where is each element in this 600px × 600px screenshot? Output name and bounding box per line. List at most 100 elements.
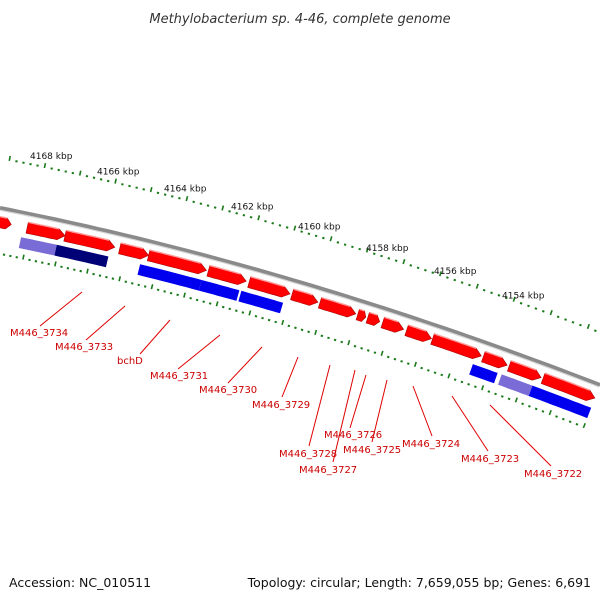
outer-tick: [43, 162, 47, 169]
inner-tick: [353, 344, 357, 348]
gene-label-leader: [85, 305, 126, 341]
inner-tick: [473, 385, 477, 389]
outer-tick: [482, 288, 486, 292]
inner-tick: [548, 409, 552, 416]
inner-tick: [534, 407, 538, 411]
gene-label[interactable]: M446_3733: [55, 342, 113, 353]
outer-tick: [460, 281, 464, 284]
inner-tick: [514, 397, 518, 403]
inner-tick: [320, 334, 324, 338]
gene-label[interactable]: M446_3731: [150, 371, 208, 382]
outer-tick: [556, 315, 560, 319]
accession-text: Accession: NC_010511: [9, 575, 151, 590]
gene-label[interactable]: M446_3729: [252, 400, 310, 411]
outer-tick: [387, 257, 391, 260]
gene-label-leader: [412, 385, 433, 437]
inner-tick: [373, 351, 377, 354]
gene-label-leader: [281, 356, 299, 398]
forward-gene-arrow-shade: [359, 308, 365, 312]
inner-tick: [267, 318, 271, 322]
inner-tick: [555, 415, 558, 418]
inner-tick: [541, 410, 545, 413]
inner-tick: [202, 300, 205, 303]
inner-tick: [494, 392, 497, 396]
outer-tick: [402, 258, 406, 265]
inner-tick: [169, 291, 173, 295]
forward-gene-arrow-shade: [384, 316, 399, 323]
outer-tick: [78, 170, 82, 176]
gene-label[interactable]: M446_3723: [461, 454, 519, 465]
forward-gene-arrow-shade: [28, 221, 60, 230]
forward-gene-arrow: [206, 265, 247, 285]
dark-gene-block: [54, 244, 109, 268]
gene-label-leader: [227, 346, 263, 384]
outer-tick: [409, 264, 413, 267]
outer-tick: [365, 247, 369, 253]
inner-tick: [221, 305, 225, 309]
outer-tick: [564, 318, 567, 321]
inner-tick: [360, 347, 363, 350]
forward-gene-arrow: [404, 324, 432, 342]
ruler-ticks: [2, 155, 597, 429]
gene-label-leader: [349, 374, 367, 429]
outer-tick: [351, 245, 354, 249]
inner-tick: [241, 311, 245, 314]
inner-tick: [189, 296, 192, 300]
inner-tick: [487, 390, 491, 393]
outer-tick: [358, 247, 362, 251]
outer-tick: [242, 214, 246, 217]
inner-tick: [366, 349, 370, 352]
ruler-labels: 4168 kbp 4166 kbp 4164 kbp 4162 kbp 4160 kbp…: [30, 152, 545, 301]
outer-tick: [322, 236, 325, 240]
inner-tick: [426, 369, 430, 372]
inner-tick: [118, 276, 122, 282]
outer-tick: [497, 294, 501, 297]
outer-tick: [571, 320, 575, 324]
outer-tick: [519, 301, 523, 305]
inner-tick: [420, 366, 424, 370]
outer-tick: [424, 268, 427, 272]
outer-tick: [278, 224, 282, 227]
inner-tick: [228, 307, 232, 311]
inner-tick: [561, 417, 565, 421]
outer-tick: [579, 323, 582, 327]
gene-label-leader: [177, 334, 221, 370]
gene-label[interactable]: M446_3727: [299, 465, 357, 476]
gene-label[interactable]: M446_3728: [279, 449, 337, 460]
gene-label[interactable]: M446_3722: [524, 469, 582, 480]
gene-label-leader: [332, 369, 356, 463]
gene-label[interactable]: M446_3734: [10, 328, 68, 339]
outer-tick: [438, 271, 443, 277]
inner-tick: [575, 423, 579, 426]
inner-tick: [86, 268, 89, 274]
selected-gene-block: [498, 374, 533, 396]
outer-tick: [271, 222, 275, 225]
outer-tick: [527, 304, 530, 308]
forward-gene-arrow-shade: [484, 350, 503, 359]
gene-label-leader: [39, 291, 83, 327]
forward-gene-arrow-shade: [0, 215, 8, 219]
gene-label-leader: [371, 379, 388, 443]
inner-tick: [314, 329, 318, 336]
forward-gene-arrow-shade: [510, 360, 537, 371]
gene-label[interactable]: bchD: [117, 356, 143, 367]
outer-tick: [431, 271, 435, 274]
gene-label[interactable]: M446_3730: [199, 385, 257, 396]
outer-tick: [307, 232, 311, 236]
forward-gene-arrow-shade: [66, 229, 110, 241]
outer-tick: [221, 205, 225, 211]
inner-tick: [582, 422, 586, 429]
inner-tick: [195, 298, 199, 302]
genome-summary-text: Topology: circular; Length: 7,659,055 bp…: [247, 575, 591, 590]
outer-tick: [336, 241, 340, 244]
outer-tick: [504, 296, 508, 300]
gene-label[interactable]: M446_3724: [402, 439, 460, 450]
forward-gene-arrow-shade: [120, 242, 144, 250]
inner-tick: [347, 340, 351, 346]
gene-label[interactable]: M446_3725: [343, 445, 401, 456]
reverse-gene-block: [469, 364, 498, 384]
gene-label[interactable]: M446_3726: [324, 430, 382, 441]
inner-tick: [528, 405, 531, 408]
gene-features: [0, 215, 596, 419]
outer-tick: [149, 187, 153, 193]
